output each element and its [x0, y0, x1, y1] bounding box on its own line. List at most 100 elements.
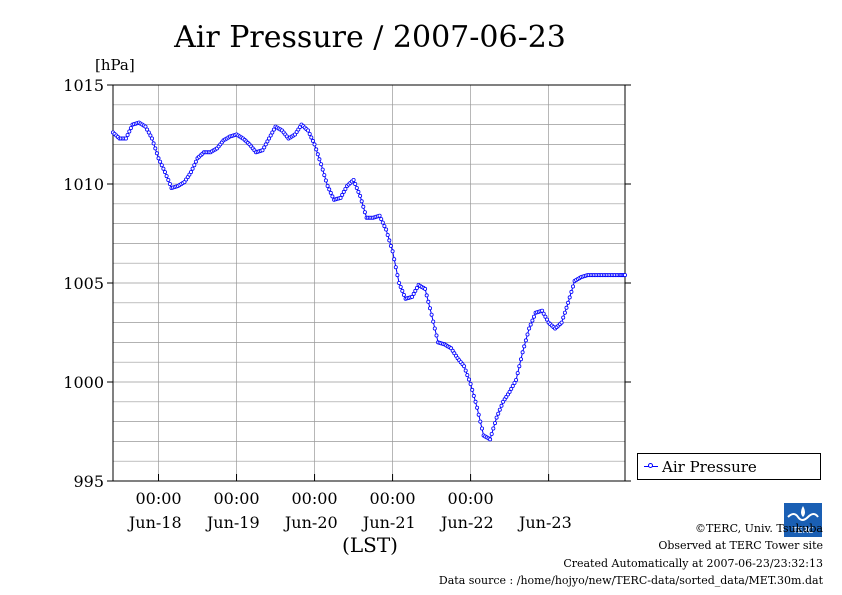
- data-point: [424, 293, 429, 298]
- y-tick-label: 995: [73, 472, 104, 491]
- data-point: [429, 312, 434, 317]
- data-point: [473, 399, 478, 404]
- data-point: [385, 232, 390, 237]
- y-tick-label: 1000: [63, 373, 104, 392]
- legend-label: Air Pressure: [662, 458, 757, 476]
- data-point: [351, 177, 356, 182]
- data-point: [562, 310, 567, 315]
- data-point: [479, 426, 484, 431]
- chart-title: Air Pressure / 2007-06-23: [173, 20, 566, 55]
- data-point: [517, 364, 522, 369]
- footer-copyright: ©TERC, Univ. Tsukuba: [694, 522, 823, 535]
- data-point: [509, 386, 514, 391]
- data-point: [341, 189, 346, 194]
- data-point: [148, 133, 153, 138]
- x-time-tick-label: 00:00: [370, 489, 416, 508]
- data-point: [411, 291, 416, 296]
- data-point: [162, 170, 167, 175]
- data-point: [571, 284, 576, 289]
- data-point: [465, 373, 470, 378]
- data-point: [193, 159, 198, 164]
- data-point: [515, 371, 520, 376]
- data-point: [166, 177, 171, 182]
- data-point: [564, 305, 569, 310]
- data-point: [400, 288, 405, 293]
- data-point: [397, 280, 402, 285]
- data-point: [494, 415, 499, 420]
- data-point: [395, 273, 400, 278]
- data-point: [330, 194, 335, 199]
- data-point: [510, 383, 515, 388]
- x-axis-label: (LST): [342, 533, 398, 557]
- footer-observed: Observed at TERC Tower site: [658, 539, 823, 552]
- data-point: [143, 124, 148, 129]
- y-tick-label: 1010: [63, 175, 104, 194]
- data-point: [266, 136, 271, 141]
- data-point: [491, 426, 496, 431]
- data-point: [192, 163, 197, 168]
- data-point: [320, 167, 325, 172]
- data-point: [149, 136, 154, 141]
- data-point: [427, 306, 432, 311]
- data-point: [158, 159, 163, 164]
- data-point: [260, 148, 265, 153]
- data-point: [358, 193, 363, 198]
- data-point: [463, 368, 468, 373]
- data-point: [382, 224, 387, 229]
- data-point: [153, 146, 158, 151]
- data-point: [340, 192, 345, 197]
- data-point: [410, 294, 415, 299]
- data-point: [431, 319, 436, 324]
- data-point: [414, 285, 419, 290]
- data-point: [190, 166, 195, 171]
- x-date-label: Jun-23: [517, 513, 572, 532]
- data-point: [497, 407, 502, 412]
- data-point: [561, 315, 566, 320]
- data-point: [312, 142, 317, 147]
- data-point: [354, 185, 359, 190]
- data-point: [307, 131, 312, 136]
- data-point: [393, 265, 398, 270]
- data-point: [156, 156, 161, 161]
- data-point: [466, 377, 471, 382]
- data-point: [124, 136, 129, 141]
- legend-marker-swatch: [648, 463, 653, 468]
- x-time-tick-label: 00:00: [291, 489, 337, 508]
- data-point: [154, 151, 159, 156]
- data-point: [398, 284, 403, 289]
- data-point: [128, 126, 133, 131]
- data-point: [159, 163, 164, 168]
- data-point: [362, 210, 367, 215]
- data-point: [161, 166, 166, 171]
- data-point: [322, 173, 327, 178]
- data-point: [309, 135, 314, 140]
- data-point: [314, 147, 319, 152]
- data-point: [432, 326, 437, 331]
- data-point: [325, 183, 330, 188]
- data-point: [488, 437, 493, 442]
- data-point: [379, 217, 384, 222]
- data-point: [262, 145, 267, 150]
- data-point: [265, 139, 270, 144]
- data-point: [323, 178, 328, 183]
- y-axis-ticks: 995 1000 1005 1010 1015: [63, 76, 631, 491]
- logo-text: TERC: [792, 526, 814, 535]
- data-point: [426, 299, 431, 304]
- data-point: [167, 181, 172, 186]
- data-point: [310, 138, 315, 143]
- x-axis-ticks: 00:00 00:00 00:00 00:00 00:00 Jun-18 Jun-19 Jun…: [127, 474, 572, 532]
- data-point: [380, 220, 385, 225]
- y-tick-label: 1005: [63, 274, 104, 293]
- data-point: [125, 132, 130, 137]
- data-point: [377, 213, 382, 218]
- data-point: [543, 314, 548, 319]
- data-point: [356, 189, 361, 194]
- x-date-label: Jun-21: [361, 513, 416, 532]
- x-time-tick-label: 00:00: [213, 489, 259, 508]
- data-point: [361, 204, 366, 209]
- data-point: [343, 186, 348, 191]
- data-point: [319, 162, 324, 167]
- data-point: [525, 332, 530, 337]
- data-point: [471, 393, 476, 398]
